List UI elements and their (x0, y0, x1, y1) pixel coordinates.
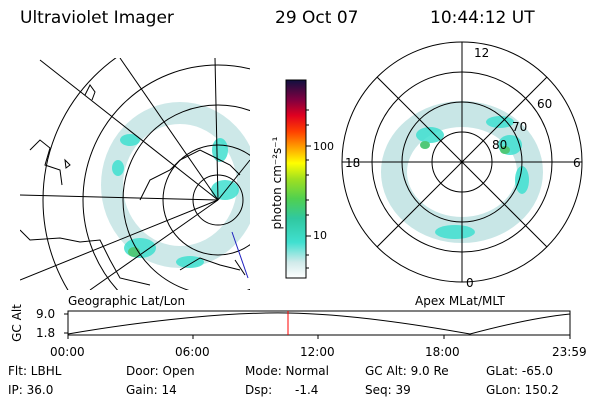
altitude-xtick-0000: 00:00 (50, 345, 85, 359)
right-panel-caption: Apex MLat/MLT (415, 294, 505, 308)
glon-status: GLon: 150.2 (486, 383, 559, 397)
dsp-label: Dsp: (245, 383, 273, 397)
mlat-label-80: 80 (492, 138, 508, 152)
seq-status: Seq: 39 (365, 383, 411, 397)
gain-status: Gain: 14 (126, 383, 177, 397)
instrument-title: Ultraviolet Imager (20, 8, 174, 28)
colorbar-unit-label: photon cm⁻²s⁻¹ (270, 136, 284, 230)
glat-status: GLat: -65.0 (486, 364, 553, 378)
door-status: Door: Open (126, 364, 195, 378)
intensity-colorbar (285, 79, 307, 279)
mlt-label-18: 18 (345, 156, 361, 170)
geographic-map (20, 58, 250, 290)
mlat-label-60: 60 (537, 97, 553, 111)
date-label: 29 Oct 07 (275, 8, 359, 28)
altitude-ylabel: GC Alt (10, 304, 24, 342)
colorbar-tick-10: 10 (313, 229, 327, 242)
filter-status: Flt: LBHL (8, 364, 62, 378)
dsp-value: -1.4 (295, 383, 319, 397)
left-panel-caption: Geographic Lat/Lon (68, 294, 186, 308)
altitude-ytick-max: 9.0 (36, 307, 56, 321)
polar-grid (341, 41, 583, 283)
colorbar-tick-100: 100 (313, 140, 334, 153)
time-label: 10:44:12 UT (430, 8, 535, 28)
mlat-label-70: 70 (512, 120, 528, 134)
altitude-xtick-0600: 06:00 (175, 345, 210, 359)
mlt-label-6: 6 (573, 156, 581, 170)
altitude-xtick-2359: 23:59 (552, 345, 587, 359)
mode-status: Mode: Normal (245, 364, 329, 378)
altitude-plot (64, 310, 571, 339)
altitude-xtick-1800: 18:00 (425, 345, 460, 359)
altitude-ytick-min: 1.8 (36, 326, 56, 340)
gc-alt-status: GC Alt: 9.0 Re (365, 364, 449, 378)
ip-status: IP: 36.0 (8, 383, 54, 397)
mlt-label-0: 0 (466, 276, 474, 290)
mlt-label-12: 12 (474, 46, 490, 60)
altitude-xtick-1200: 12:00 (300, 345, 335, 359)
